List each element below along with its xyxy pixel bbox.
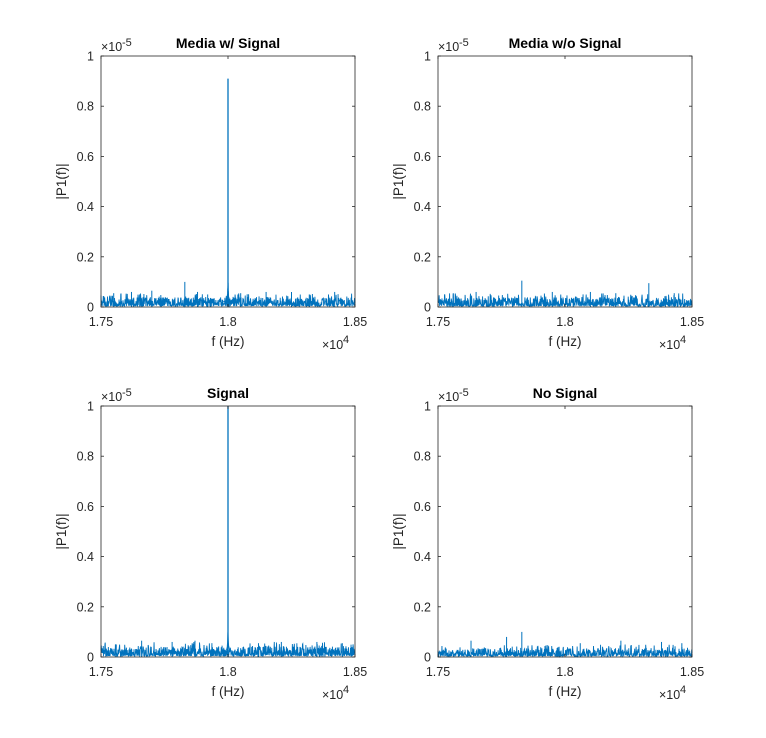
x-tick-label: 1.85 [343,315,367,329]
x-tick-label: 1.75 [89,315,113,329]
y-exponent-label: ×10 [438,390,459,404]
x-exponent-power: 4 [680,334,686,346]
x-exponent-label: ×10 [659,338,680,352]
x-axis-label: f (Hz) [212,684,245,699]
y-tick-label: 0.4 [414,550,431,564]
subplot-2: 0 0.2 0.4 0.6 0.8 1 1.75 1.8 1.85 Media w/o Signa… [391,35,704,352]
subplot-1: 0 0.2 0.4 0.6 0.8 1 1.75 1.8 1.85 Media w/ Signal… [54,35,367,352]
y-tick-label: 0.2 [414,600,431,614]
y-axis-label: |P1(f)| [391,513,406,549]
x-tick-label: 1.75 [89,665,113,679]
y-tick-label: 0.4 [77,550,94,564]
y-tick-label: 0.8 [77,450,94,464]
plot-area [438,56,692,307]
y-tick-label: 0 [424,301,431,315]
x-axis-label: f (Hz) [549,684,582,699]
y-exponent-power: -5 [459,37,469,49]
y-exponent-power: -5 [122,387,132,399]
x-axis-label: f (Hz) [549,334,582,349]
x-tick-label: 1.75 [426,665,450,679]
x-tick-label: 1.8 [556,665,573,679]
y-tick-label: 0.4 [414,200,431,214]
x-exponent-label: ×10 [322,338,343,352]
y-tick-label: 0.8 [414,450,431,464]
y-tick-label: 0.6 [77,150,94,164]
y-tick-label: 0.8 [414,100,431,114]
subplot-title: Media w/ Signal [176,35,280,51]
y-tick-label: 0.2 [77,600,94,614]
x-tick-label: 1.8 [219,665,236,679]
y-tick-label: 0 [87,301,94,315]
x-exponent-label: ×10 [322,688,343,702]
x-tick-label: 1.75 [426,315,450,329]
y-tick-label: 1 [87,400,94,414]
x-exponent-label: ×10 [659,688,680,702]
subplot-3: 0 0.2 0.4 0.6 0.8 1 1.75 1.8 1.85 Signal f (Hz) |P1… [54,385,367,702]
y-tick-label: 0.8 [77,100,94,114]
x-tick-label: 1.85 [680,315,704,329]
x-tick-label: 1.85 [343,665,367,679]
subplot-4: 0 0.2 0.4 0.6 0.8 1 1.75 1.8 1.85 No Signal f (Hz)… [391,385,704,702]
y-tick-label: 0.2 [77,250,94,264]
y-axis-label: |P1(f)| [54,513,69,549]
y-tick-label: 0.2 [414,250,431,264]
subplot-title: No Signal [533,385,598,401]
y-tick-label: 1 [424,400,431,414]
y-tick-label: 0.4 [77,200,94,214]
subplot-title: Media w/o Signal [509,35,622,51]
x-tick-label: 1.85 [680,665,704,679]
y-tick-label: 0.6 [414,500,431,514]
y-tick-label: 0.6 [77,500,94,514]
y-exponent-label: ×10 [101,390,122,404]
x-exponent-power: 4 [343,684,349,696]
y-exponent-power: -5 [122,37,132,49]
y-exponent-label: ×10 [438,40,459,54]
x-axis-label: f (Hz) [212,334,245,349]
x-tick-label: 1.8 [556,315,573,329]
subplot-title: Signal [207,385,249,401]
x-exponent-power: 4 [680,684,686,696]
y-tick-label: 0 [87,651,94,665]
y-tick-label: 0.6 [414,150,431,164]
x-tick-label: 1.8 [219,315,236,329]
y-exponent-label: ×10 [101,40,122,54]
y-tick-label: 0 [424,651,431,665]
y-tick-label: 1 [424,50,431,64]
y-exponent-power: -5 [459,387,469,399]
plot-area [438,406,692,657]
y-tick-label: 1 [87,50,94,64]
y-axis-label: |P1(f)| [54,163,69,199]
y-axis-label: |P1(f)| [391,163,406,199]
x-exponent-power: 4 [343,334,349,346]
